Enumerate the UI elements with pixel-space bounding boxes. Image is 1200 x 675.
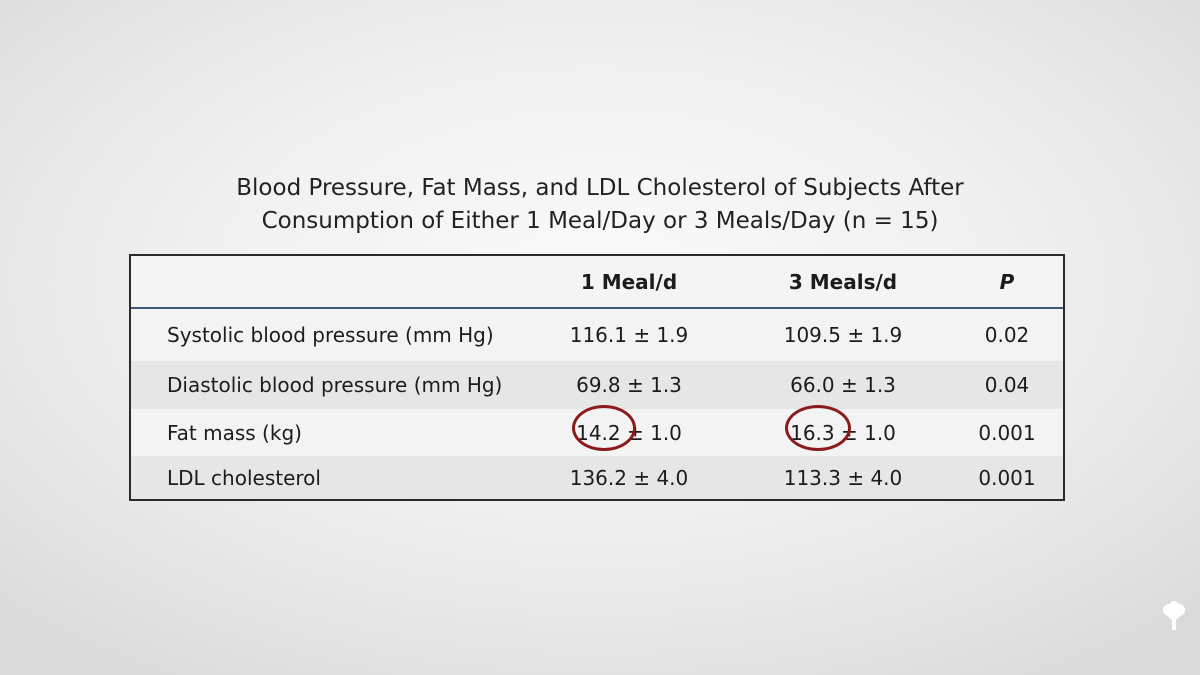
p-value: 0.02 <box>984 323 1030 347</box>
one-meal-value: 136.2 ± 4.0 <box>569 465 689 490</box>
three-meals-value: 109.5 ± 1.9 <box>783 323 903 347</box>
row-label: Systolic blood pressure (mm Hg) <box>167 323 494 347</box>
three-meals-value: 16.3 ± 1.0 <box>790 420 896 445</box>
p-value: 0.001 <box>978 420 1036 445</box>
table-title: Blood Pressure, Fat Mass, and LDL Choles… <box>0 172 1200 238</box>
one-meal-value: 14.2 ± 1.0 <box>576 420 682 445</box>
title-line-1: Blood Pressure, Fat Mass, and LDL Choles… <box>236 175 964 201</box>
table-header-row: 1 Meal/d 3 Meals/d P <box>131 256 1063 309</box>
table-row: Fat mass (kg) 14.2 ± 1.0 16.3 ± 1.0 0.00… <box>131 409 1063 456</box>
row-label: Diastolic blood pressure (mm Hg) <box>167 373 503 397</box>
one-meal-value: 69.8 ± 1.3 <box>576 373 682 397</box>
results-table: 1 Meal/d 3 Meals/d P Systolic blood pres… <box>129 254 1065 501</box>
table-row: LDL cholesterol 136.2 ± 4.0 113.3 ± 4.0 … <box>131 456 1063 499</box>
three-meals-value: 113.3 ± 4.0 <box>783 465 903 490</box>
table-row: Diastolic blood pressure (mm Hg) 69.8 ± … <box>131 361 1063 409</box>
p-value: 0.04 <box>984 373 1030 397</box>
table-row: Systolic blood pressure (mm Hg) 116.1 ± … <box>131 309 1063 361</box>
one-meal-value: 116.1 ± 1.9 <box>569 323 689 347</box>
header-one-meal: 1 Meal/d <box>580 269 678 294</box>
p-value: 0.001 <box>978 465 1036 490</box>
row-label: LDL cholesterol <box>167 465 321 490</box>
header-p-value: P <box>999 269 1015 294</box>
row-label: Fat mass (kg) <box>167 420 302 445</box>
three-meals-value: 66.0 ± 1.3 <box>790 373 896 397</box>
header-three-meals: 3 Meals/d <box>788 269 898 294</box>
tree-icon <box>1161 601 1187 631</box>
title-line-2: Consumption of Either 1 Meal/Day or 3 Me… <box>261 208 939 234</box>
